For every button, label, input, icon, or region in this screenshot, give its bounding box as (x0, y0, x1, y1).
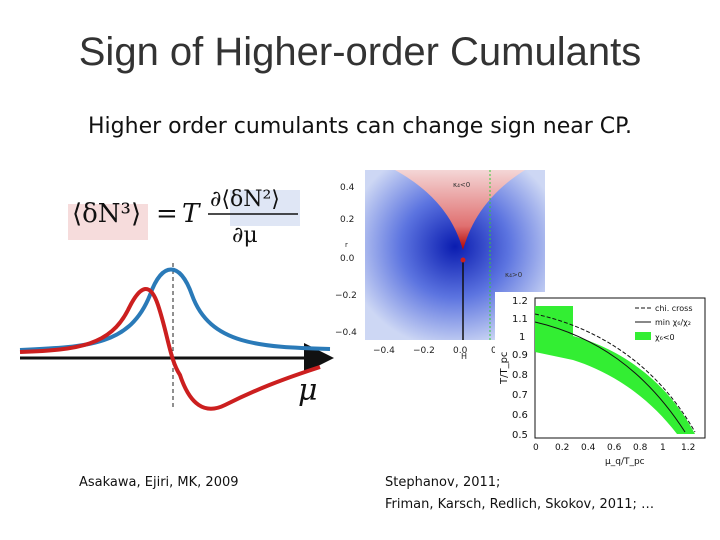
band-y-tick: 1.2 (512, 296, 528, 307)
slide-title: Sign of Higher-order Cumulants (78, 30, 642, 74)
slide-subtitle: Higher order cumulants can change sign n… (88, 114, 632, 139)
equation-denominator: ∂μ (232, 223, 258, 248)
right-citation-line2: Friman, Karsch, Redlich, Skokov, 2011; … (385, 497, 655, 512)
chiral-crossover-line (534, 313, 696, 433)
phase-y-tick: −0.4 (335, 328, 357, 338)
phase-x-label: H (461, 352, 467, 360)
band-y-tick: 1.1 (512, 314, 528, 325)
equation-lhs-highlight (68, 204, 148, 240)
phase-label-right: κ₄>0 (505, 271, 522, 279)
phase-x-tick: 0.0 (453, 346, 468, 356)
band-plot-frame (534, 297, 706, 439)
chi6-band-plot: chi. cross min χ₆/χ₂ χ₆<0 1.2 1.1 1 0.9 … (495, 292, 717, 472)
right-citation: Stephanov, 2011; Friman, Karsch, Redlich… (385, 472, 654, 516)
band-y-tick: 0.6 (512, 410, 528, 421)
equation-factor: T (182, 199, 201, 229)
right-citation-line1: Stephanov, 2011; (385, 475, 501, 490)
legend-crossover: chi. cross (655, 304, 693, 313)
legend-swatch-band (635, 332, 651, 340)
chi6-negative-band (535, 306, 695, 434)
equation-lhs: ⟨δN³⟩ (72, 199, 141, 229)
equation-equals: = (156, 199, 178, 229)
equation-numerator: ∂⟨δN²⟩ (210, 187, 280, 212)
phase-y-label: r (345, 241, 348, 249)
band-x-label: μ_q/T_pc (605, 457, 645, 467)
band-y-tick: 0.9 (512, 350, 528, 361)
legend-min: min χ₆/χ₂ (655, 318, 691, 327)
phase-red-region (395, 170, 525, 250)
band-y-tick: 0.5 (512, 430, 528, 441)
phase-y-tick: −0.2 (335, 291, 357, 301)
band-x-tick: 0.4 (581, 443, 596, 453)
phase-y-tick: 0.0 (340, 254, 355, 264)
left-citation: Asakawa, Ejiri, MK, 2009 (79, 472, 239, 494)
band-x-tick: 0.2 (555, 443, 569, 453)
phase-x-tick: −0.2 (413, 346, 435, 356)
phase-y-tick: 0.2 (340, 215, 354, 225)
band-plot-background (495, 292, 717, 472)
band-x-tick: 1.2 (681, 443, 695, 453)
band-y-tick: 0.8 (512, 370, 528, 381)
band-y-tick: 1 (519, 332, 525, 343)
legend-band: χ₆<0 (655, 333, 675, 342)
band-x-tick: 0.6 (607, 443, 622, 453)
phase-label-top: κ₄<0 (453, 181, 470, 189)
band-y-label: T/T_pc (499, 352, 510, 385)
equation-numerator-highlight (230, 190, 300, 226)
blue-curve (19, 267, 331, 352)
band-x-tick: 1 (660, 443, 666, 453)
cumulant-curves-plot: μ (19, 263, 334, 411)
min-chi-ratio-line (534, 321, 686, 433)
mu-label: μ (298, 373, 318, 408)
phase-y-tick: 0.4 (340, 183, 355, 193)
band-x-tick: 0.8 (633, 443, 648, 453)
phase-x-tick: 0 (491, 346, 497, 356)
band-x-tick: 0 (533, 443, 539, 453)
equation: ⟨δN³⟩ = T ∂⟨δN²⟩ ∂μ (72, 187, 298, 248)
phase-critical-point (460, 257, 466, 263)
band-y-tick: 0.7 (512, 390, 528, 401)
left-citation-text: Asakawa, Ejiri, MK, 2009 (79, 475, 239, 490)
red-curve (19, 287, 321, 411)
phase-x-tick: −0.4 (373, 346, 395, 356)
